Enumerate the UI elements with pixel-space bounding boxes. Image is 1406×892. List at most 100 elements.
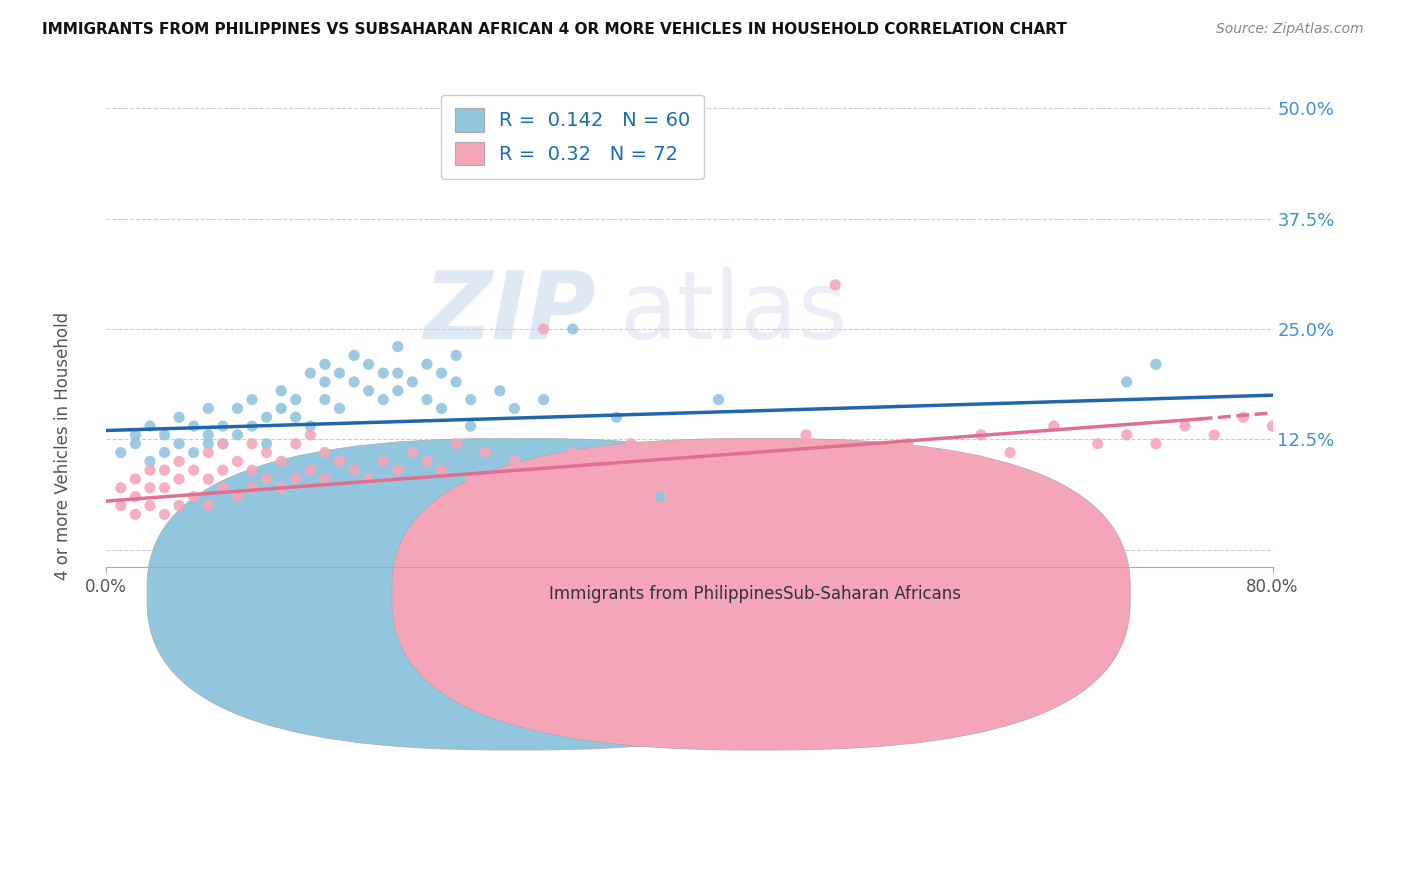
Point: [197, 499, 219, 513]
Point: [460, 472, 482, 486]
Point: [153, 463, 176, 477]
Point: [430, 366, 453, 380]
Point: [167, 454, 190, 468]
Point: [1261, 419, 1284, 434]
Point: [314, 445, 336, 459]
Point: [1115, 375, 1137, 389]
Point: [605, 410, 627, 425]
Text: Immigrants from Philippines: Immigrants from Philippines: [550, 585, 783, 603]
Point: [226, 454, 249, 468]
Point: [270, 481, 292, 495]
Point: [444, 436, 467, 450]
Point: [284, 392, 307, 407]
Point: [212, 481, 235, 495]
Point: [416, 357, 439, 371]
Point: [167, 436, 190, 450]
Point: [373, 454, 395, 468]
Point: [226, 490, 249, 504]
Point: [970, 428, 993, 442]
Point: [430, 463, 453, 477]
Point: [343, 375, 366, 389]
Point: [256, 410, 278, 425]
Point: [197, 436, 219, 450]
Point: [533, 463, 555, 477]
Point: [299, 419, 322, 434]
Point: [444, 375, 467, 389]
Point: [256, 472, 278, 486]
Point: [167, 410, 190, 425]
Text: atlas: atlas: [620, 267, 848, 359]
Text: Sub-Saharan Africans: Sub-Saharan Africans: [783, 585, 960, 603]
Point: [197, 428, 219, 442]
Point: [183, 419, 205, 434]
Text: ZIP: ZIP: [423, 267, 596, 359]
Point: [328, 366, 350, 380]
Point: [124, 428, 146, 442]
Point: [153, 428, 176, 442]
Point: [430, 401, 453, 416]
Point: [183, 463, 205, 477]
Point: [357, 384, 380, 398]
Point: [343, 349, 366, 363]
Point: [124, 490, 146, 504]
Point: [284, 410, 307, 425]
Point: [183, 490, 205, 504]
Point: [1144, 436, 1167, 450]
Point: [824, 277, 846, 292]
Point: [460, 392, 482, 407]
Point: [139, 463, 162, 477]
Point: [591, 454, 613, 468]
Point: [299, 366, 322, 380]
Point: [416, 454, 439, 468]
FancyBboxPatch shape: [148, 439, 886, 750]
Point: [139, 481, 162, 495]
Point: [226, 401, 249, 416]
Point: [212, 419, 235, 434]
Point: [240, 392, 263, 407]
Point: [270, 454, 292, 468]
Point: [998, 445, 1021, 459]
Point: [897, 436, 920, 450]
Point: [284, 472, 307, 486]
Point: [1174, 419, 1197, 434]
Point: [314, 357, 336, 371]
Point: [721, 436, 744, 450]
Point: [270, 384, 292, 398]
Point: [153, 481, 176, 495]
Text: IMMIGRANTS FROM PHILIPPINES VS SUBSAHARAN AFRICAN 4 OR MORE VEHICLES IN HOUSEHOL: IMMIGRANTS FROM PHILIPPINES VS SUBSAHARA…: [42, 22, 1067, 37]
Point: [212, 436, 235, 450]
Point: [124, 436, 146, 450]
Point: [226, 428, 249, 442]
Point: [240, 463, 263, 477]
Point: [357, 472, 380, 486]
Point: [314, 392, 336, 407]
Point: [314, 375, 336, 389]
Point: [110, 445, 132, 459]
Point: [256, 436, 278, 450]
Point: [373, 392, 395, 407]
Point: [620, 436, 643, 450]
Point: [328, 454, 350, 468]
Point: [373, 366, 395, 380]
Point: [139, 419, 162, 434]
Point: [167, 499, 190, 513]
Point: [357, 357, 380, 371]
Point: [824, 445, 846, 459]
Point: [212, 436, 235, 450]
Point: [299, 428, 322, 442]
Point: [139, 499, 162, 513]
Point: [751, 454, 773, 468]
Point: [183, 445, 205, 459]
Point: [299, 463, 322, 477]
Point: [197, 401, 219, 416]
Point: [707, 392, 730, 407]
Point: [387, 463, 409, 477]
Point: [197, 472, 219, 486]
Point: [650, 454, 672, 468]
Point: [533, 392, 555, 407]
Point: [110, 481, 132, 495]
Point: [678, 445, 700, 459]
Point: [401, 375, 423, 389]
Point: [503, 401, 526, 416]
Point: [401, 445, 423, 459]
